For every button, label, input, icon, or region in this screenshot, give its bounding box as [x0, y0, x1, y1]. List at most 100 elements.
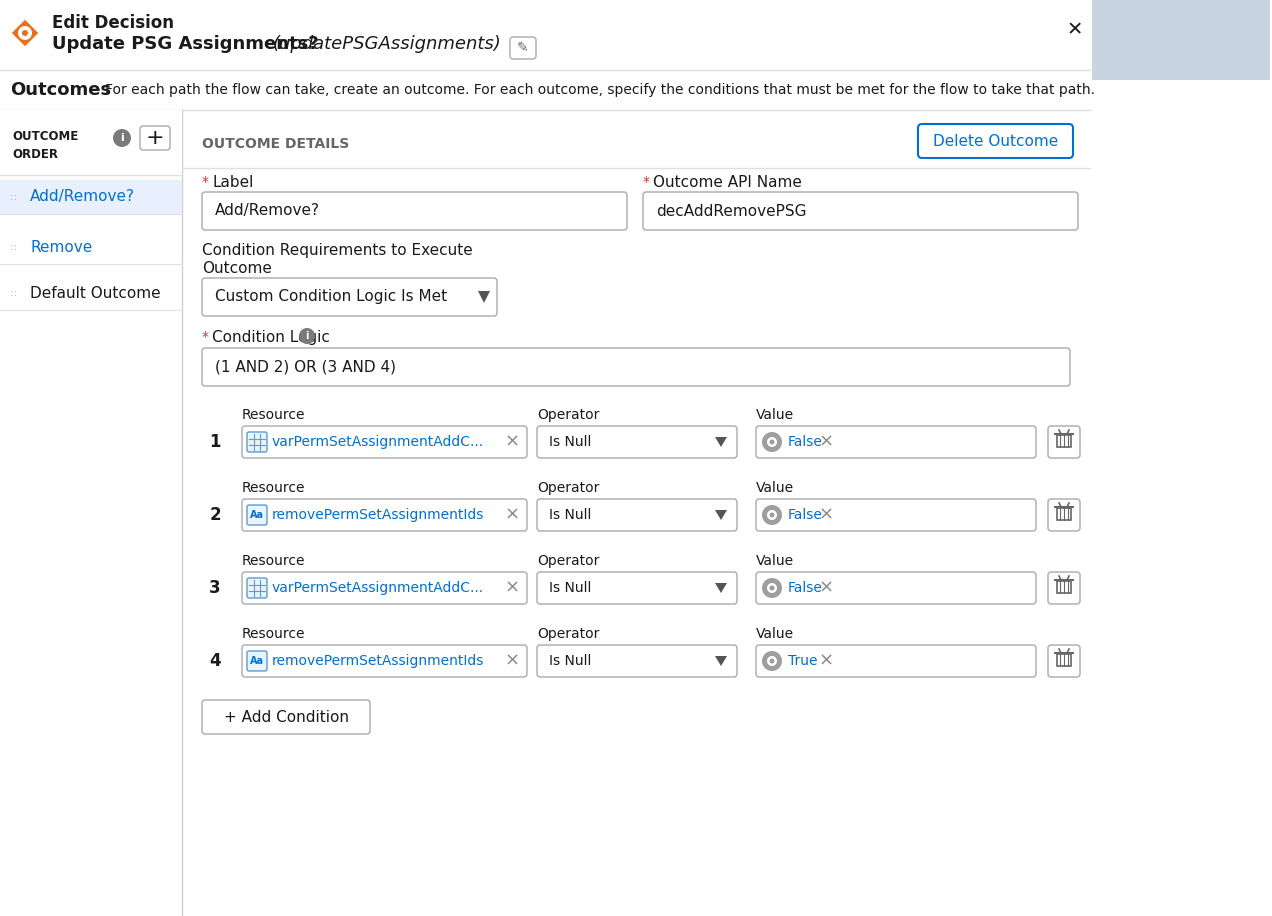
Text: Edit Decision: Edit Decision: [52, 14, 174, 32]
FancyBboxPatch shape: [247, 505, 267, 525]
FancyBboxPatch shape: [202, 278, 497, 316]
FancyBboxPatch shape: [242, 426, 527, 458]
FancyBboxPatch shape: [247, 651, 267, 671]
Text: Resource: Resource: [242, 554, 305, 568]
Text: *: *: [644, 175, 654, 189]
FancyBboxPatch shape: [756, 499, 1035, 531]
FancyBboxPatch shape: [537, 645, 736, 677]
Text: Label: Label: [212, 175, 253, 190]
FancyBboxPatch shape: [537, 426, 736, 458]
Circle shape: [18, 26, 32, 40]
Circle shape: [770, 440, 775, 444]
Text: 2: 2: [209, 506, 221, 524]
Text: Outcomes: Outcomes: [10, 81, 111, 99]
Circle shape: [113, 129, 131, 147]
Text: Is Null: Is Null: [550, 508, 591, 522]
FancyBboxPatch shape: [1048, 572, 1080, 604]
Text: varPermSetAssignmentAddC...: varPermSetAssignmentAddC...: [272, 435, 485, 449]
Text: Value: Value: [756, 408, 794, 422]
Text: Add/Remove?: Add/Remove?: [31, 190, 135, 204]
Text: Operator: Operator: [537, 627, 599, 641]
Text: Resource: Resource: [242, 481, 305, 495]
Text: Outcome: Outcome: [202, 261, 272, 276]
Text: removePermSetAssignmentIds: removePermSetAssignmentIds: [272, 654, 485, 668]
Bar: [1057, 654, 1071, 666]
FancyBboxPatch shape: [644, 192, 1077, 230]
Text: removePermSetAssignmentIds: removePermSetAssignmentIds: [272, 508, 485, 522]
Circle shape: [762, 651, 782, 671]
Text: True: True: [787, 654, 818, 668]
Text: ×: ×: [818, 652, 833, 670]
Text: False: False: [787, 508, 823, 522]
FancyBboxPatch shape: [242, 499, 527, 531]
FancyBboxPatch shape: [537, 499, 736, 531]
Text: +: +: [146, 128, 164, 148]
Bar: [182, 110, 1090, 916]
Text: varPermSetAssignmentAddC...: varPermSetAssignmentAddC...: [272, 581, 485, 595]
Text: Is Null: Is Null: [550, 435, 591, 449]
Text: ×: ×: [505, 579, 519, 597]
Polygon shape: [715, 583, 728, 593]
FancyBboxPatch shape: [756, 572, 1035, 604]
Text: OUTCOME DETAILS: OUTCOME DETAILS: [202, 137, 350, 151]
Bar: [0, 110, 182, 175]
Text: Value: Value: [756, 554, 794, 568]
Polygon shape: [715, 656, 728, 666]
Text: *: *: [202, 330, 214, 344]
Text: decAddRemovePSG: decAddRemovePSG: [656, 203, 806, 219]
Text: False: False: [787, 581, 823, 595]
Text: Resource: Resource: [242, 627, 305, 641]
FancyBboxPatch shape: [918, 124, 1074, 158]
Bar: [0, 110, 182, 916]
Text: ×: ×: [505, 506, 519, 524]
Text: 4: 4: [209, 652, 221, 670]
Circle shape: [762, 432, 782, 452]
Bar: [1090, 0, 1272, 916]
FancyBboxPatch shape: [537, 572, 736, 604]
FancyBboxPatch shape: [140, 126, 170, 150]
Circle shape: [767, 510, 777, 520]
Text: ::: ::: [10, 242, 20, 252]
Text: ×: ×: [818, 506, 833, 524]
Text: ::: ::: [10, 192, 20, 202]
Text: Remove: Remove: [31, 239, 93, 255]
Circle shape: [770, 512, 775, 518]
Text: Condition Logic: Condition Logic: [212, 330, 329, 345]
Bar: [1091, 0, 1269, 80]
Text: (updatePSGAssignments): (updatePSGAssignments): [273, 35, 501, 53]
Text: Operator: Operator: [537, 481, 599, 495]
Bar: [1057, 581, 1071, 593]
Text: ::: ::: [10, 288, 20, 298]
Text: ✎: ✎: [518, 41, 529, 55]
Text: Aa: Aa: [251, 510, 265, 520]
Text: Condition Requirements to Execute: Condition Requirements to Execute: [202, 243, 473, 258]
FancyBboxPatch shape: [1048, 426, 1080, 458]
Text: Value: Value: [756, 481, 794, 495]
Text: i: i: [305, 331, 309, 341]
Text: OUTCOME
ORDER: OUTCOME ORDER: [11, 130, 79, 161]
FancyBboxPatch shape: [247, 578, 267, 598]
Circle shape: [762, 505, 782, 525]
Text: Update PSG Assignments?: Update PSG Assignments?: [52, 35, 324, 53]
Circle shape: [770, 659, 775, 663]
Text: ×: ×: [818, 579, 833, 597]
Text: 3: 3: [209, 579, 221, 597]
FancyBboxPatch shape: [756, 645, 1035, 677]
Text: ✕: ✕: [1067, 20, 1084, 39]
Text: ×: ×: [818, 433, 833, 451]
Text: Outcome API Name: Outcome API Name: [653, 175, 801, 190]
Polygon shape: [715, 510, 728, 520]
Text: Add/Remove?: Add/Remove?: [215, 203, 321, 219]
Bar: [0, 0, 1090, 70]
Text: + Add Condition: + Add Condition: [224, 710, 349, 725]
FancyBboxPatch shape: [1048, 645, 1080, 677]
Text: (1 AND 2) OR (3 AND 4): (1 AND 2) OR (3 AND 4): [215, 359, 396, 375]
FancyBboxPatch shape: [242, 572, 527, 604]
Text: Aa: Aa: [251, 656, 265, 666]
Circle shape: [767, 583, 777, 593]
Text: Is Null: Is Null: [550, 654, 591, 668]
FancyBboxPatch shape: [202, 348, 1070, 386]
Bar: [0, 180, 182, 214]
Text: Is Null: Is Null: [550, 581, 591, 595]
Circle shape: [767, 437, 777, 447]
